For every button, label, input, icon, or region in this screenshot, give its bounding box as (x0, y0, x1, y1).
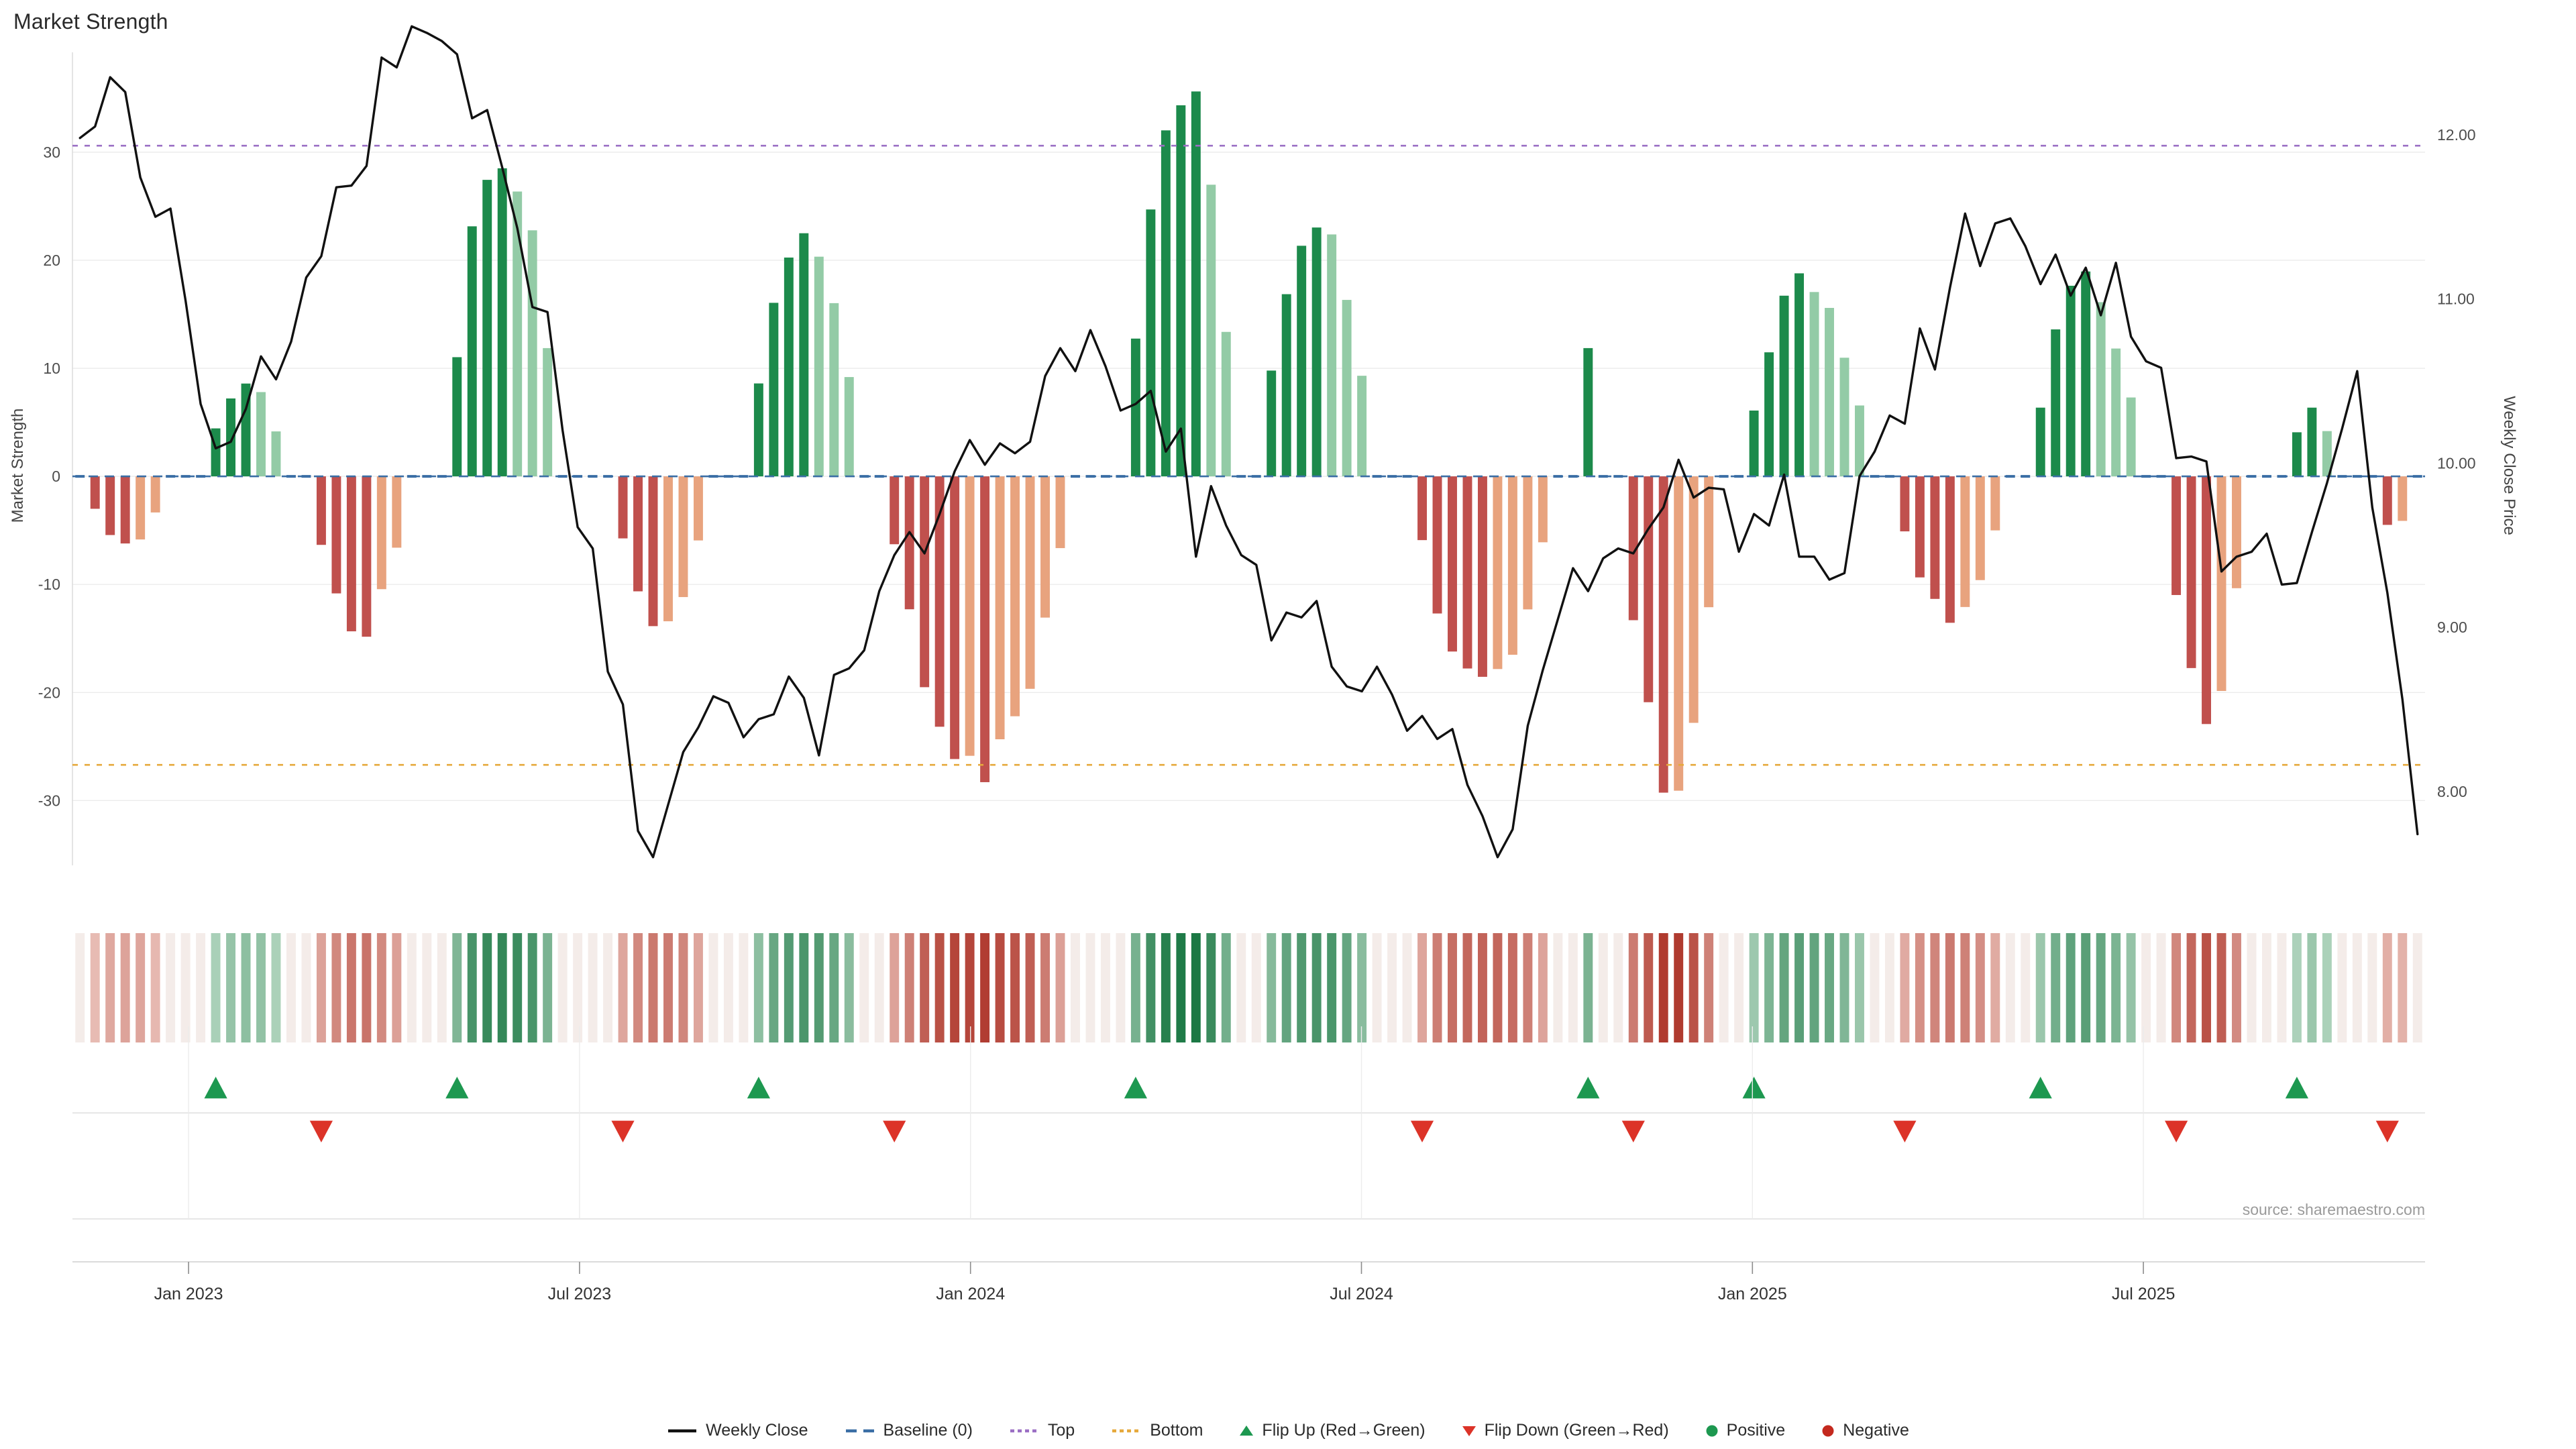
svg-text:10.00: 10.00 (2437, 454, 2476, 472)
svg-text:12.00: 12.00 (2437, 126, 2476, 144)
svg-text:Jan 2024: Jan 2024 (936, 1285, 1005, 1303)
svg-text:Weekly Close Price: Weekly Close Price (2500, 396, 2518, 535)
svg-text:9.00: 9.00 (2437, 619, 2467, 636)
svg-text:Jan 2023: Jan 2023 (154, 1285, 223, 1303)
svg-text:Market Strength: Market Strength (9, 409, 27, 523)
svg-text:-30: -30 (38, 792, 60, 809)
svg-text:11.00: 11.00 (2437, 290, 2475, 308)
svg-text:10: 10 (43, 360, 60, 377)
svg-text:Jul 2023: Jul 2023 (548, 1285, 612, 1303)
svg-text:20: 20 (43, 252, 60, 269)
svg-text:-10: -10 (38, 576, 60, 593)
svg-text:Jul 2025: Jul 2025 (2112, 1285, 2176, 1303)
svg-text:-20: -20 (38, 684, 60, 701)
svg-text:8.00: 8.00 (2437, 783, 2467, 800)
svg-text:source: sharemaestro.com: source: sharemaestro.com (2243, 1201, 2425, 1218)
svg-text:Jan 2025: Jan 2025 (1718, 1285, 1787, 1303)
svg-text:0: 0 (52, 468, 60, 485)
svg-text:30: 30 (43, 144, 60, 161)
svg-text:Jul 2024: Jul 2024 (1330, 1285, 1393, 1303)
